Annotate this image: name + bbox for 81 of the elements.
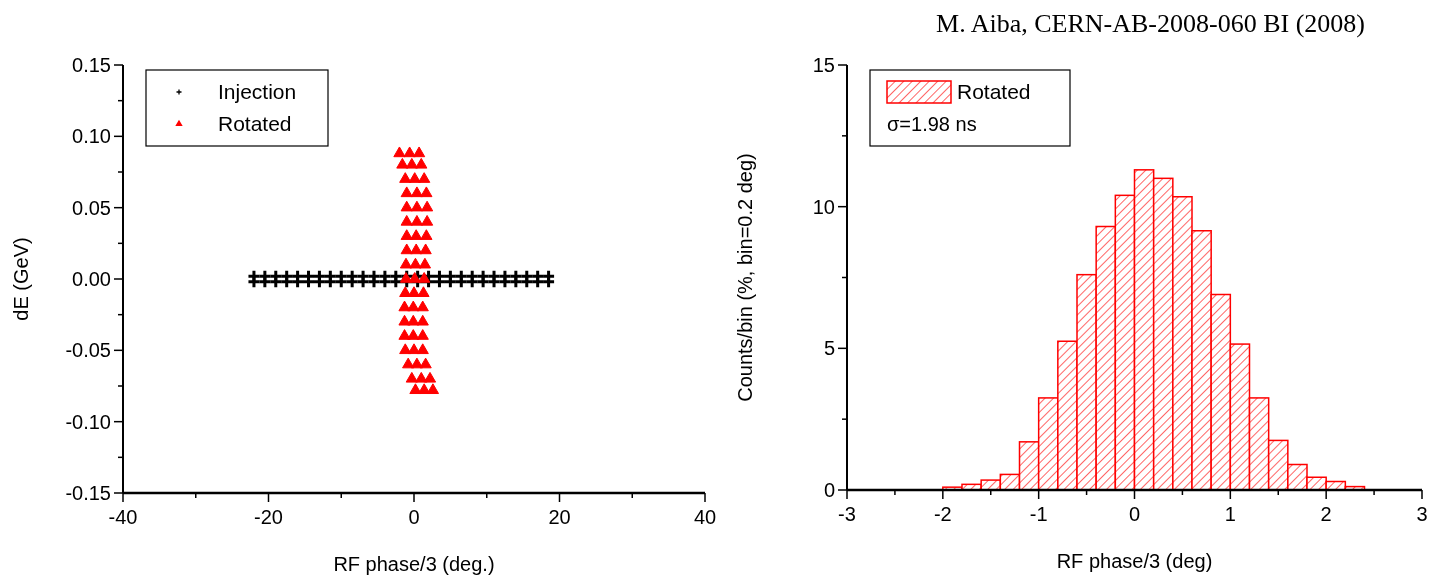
y-tick-label: 5 (823, 337, 835, 360)
point (407, 314, 420, 326)
y-tick-label: -0.15 (65, 482, 111, 504)
point (418, 257, 432, 269)
y-axis-title: dE (GeV) (10, 237, 32, 321)
point (423, 371, 437, 383)
point (398, 300, 411, 312)
point (407, 300, 420, 312)
point (400, 214, 413, 226)
x-tick-label: 40 (693, 506, 717, 528)
point (400, 229, 413, 240)
point (393, 146, 406, 158)
point (416, 343, 429, 355)
point (405, 157, 418, 169)
point (409, 257, 422, 269)
x-tick-label: 3 (1416, 503, 1428, 525)
y-tick-label: 0.00 (72, 268, 111, 290)
point (415, 157, 428, 169)
y-tick-label: 0 (823, 479, 835, 501)
point (420, 229, 433, 240)
y-tick-label: 10 (812, 195, 835, 218)
point (400, 243, 413, 255)
point (410, 186, 424, 198)
point (426, 383, 440, 395)
point (420, 200, 434, 212)
point (416, 329, 429, 340)
point (403, 146, 416, 158)
y-axis-title: Counts/bin (%, bin=0.2 deg) (734, 153, 756, 402)
point (400, 186, 413, 198)
x-tick-label: -3 (838, 503, 856, 525)
y-tick-label: 0.05 (72, 196, 111, 219)
point (408, 172, 421, 183)
legend-label: Rotated (957, 80, 1031, 103)
point (398, 329, 411, 340)
y-tick-label: -0.10 (65, 410, 111, 433)
point (410, 214, 424, 226)
point (398, 314, 411, 326)
point (418, 172, 431, 183)
point (407, 329, 420, 340)
x-axis-title: RF phase/3 (deg) (1056, 550, 1213, 572)
point (396, 157, 409, 169)
annotation: σ=1.98 ns (887, 113, 977, 135)
point (419, 357, 432, 369)
point (419, 243, 432, 255)
y-tick-label: 0.15 (72, 54, 111, 76)
point (408, 272, 421, 283)
y-tick-label: 15 (812, 54, 835, 76)
y-tick-label: 0.10 (72, 125, 111, 148)
point (420, 214, 434, 226)
point (407, 286, 421, 297)
x-tick-label: 2 (1320, 503, 1332, 525)
legend-label: Injection (218, 80, 297, 103)
point (416, 300, 429, 312)
point (402, 357, 415, 369)
point (412, 146, 426, 158)
x-tick-label: -20 (254, 506, 283, 528)
point (410, 243, 423, 255)
x-tick-label: -40 (108, 506, 138, 528)
point (399, 343, 412, 355)
point (407, 343, 421, 355)
x-tick-label: -1 (1029, 503, 1048, 525)
x-tick-label: 1 (1224, 503, 1236, 525)
point (399, 257, 413, 269)
point (417, 286, 430, 297)
point (420, 186, 433, 198)
text: M. Aiba, CERN-AB-2008-060 BI (2008) (936, 9, 1365, 38)
x-tick-label: 0 (408, 506, 420, 528)
x-tick-label: 20 (548, 506, 571, 528)
point (410, 200, 424, 212)
point (415, 371, 428, 383)
x-tick-label: 0 (1128, 503, 1141, 525)
x-axis-title: RF phase/3 (deg.) (333, 553, 495, 575)
x-tick-label: -2 (933, 503, 952, 525)
legend-label: Rotated (218, 112, 292, 135)
point (418, 272, 431, 283)
point (410, 229, 423, 240)
y-tick-label: -0.05 (65, 339, 111, 362)
point (405, 371, 418, 383)
point (400, 200, 413, 212)
point (416, 314, 429, 326)
point (399, 172, 412, 183)
